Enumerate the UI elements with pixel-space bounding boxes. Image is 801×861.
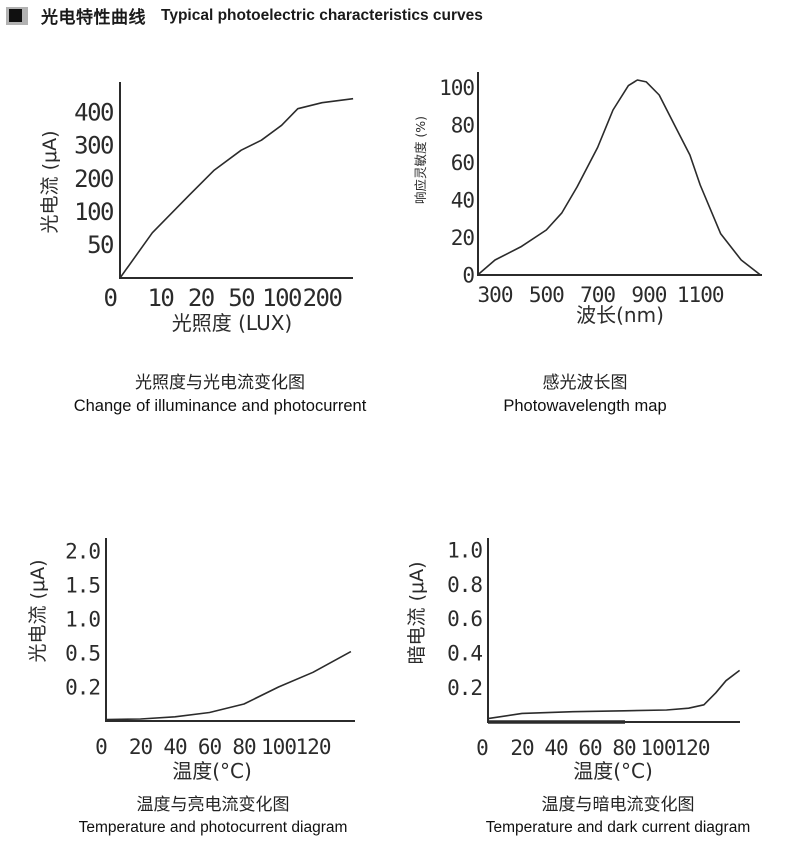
bullet-square — [9, 9, 22, 22]
x-tick-label: 100 — [261, 735, 296, 759]
caption-illuminance-photocurrent: 光照度与光电流变化图 Change of illuminance and pho… — [20, 373, 420, 416]
chart-spectral-response: 0 20 40 60 80 100 300 500 700 900 1100 响应灵敏度 (%) 波长(… — [398, 50, 788, 355]
y-tick-label: 200 — [74, 165, 113, 193]
section-title-en: Typical photoelectric characteristics cu… — [161, 6, 483, 24]
y-axis-label: 光电流 (μA) — [27, 560, 49, 663]
caption-en: Temperature and photocurrent diagram — [78, 819, 348, 836]
x-tick-labels: 0 20 40 60 80 100 120 — [95, 735, 332, 759]
y-tick-label: 100 — [439, 76, 474, 100]
x-tick-label: 120 — [675, 736, 710, 760]
caption-en: Change of illuminance and photocurrent — [73, 397, 367, 415]
axis-lines — [119, 82, 353, 279]
y-tick-label: 0.2 — [65, 675, 100, 699]
x-axis-label: 波长(nm) — [576, 303, 664, 327]
y-tick-label: 40 — [451, 188, 475, 212]
x-tick-label: 200 — [303, 284, 342, 312]
y-tick-label: 400 — [74, 98, 113, 126]
x-tick-label: 20 — [510, 736, 534, 760]
x-tick-label: 100 — [641, 736, 676, 760]
chart-spectral-response-svg: 0 20 40 60 80 100 300 500 700 900 1100 响应灵敏度 (%) 波长(… — [413, 72, 762, 327]
black-square-bullet-icon — [6, 6, 28, 25]
x-tick-label: 40 — [163, 735, 187, 759]
chart-temperature-darkcurrent-svg: 0.2 0.4 0.6 0.8 1.0 0 20 40 60 80 100 120 暗电流 (μA) 温度… — [406, 538, 741, 783]
data-curve — [477, 79, 761, 276]
axis-lines — [477, 72, 762, 276]
y-tick-label: 0.5 — [65, 641, 100, 665]
axis-lines — [105, 538, 355, 722]
x-tick-label: 1100 — [677, 283, 724, 307]
y-tick-labels: 0.2 0.4 0.6 0.8 1.0 — [447, 538, 483, 700]
y-tick-label: 0.6 — [447, 607, 482, 631]
caption-zh: 感光波长图 — [542, 373, 628, 393]
y-axis-label: 暗电流 (μA) — [406, 562, 428, 665]
caption-en: Photowavelength map — [503, 397, 667, 415]
caption-zh: 温度与亮电流变化图 — [136, 795, 290, 815]
y-tick-labels: 0 20 40 60 80 100 — [439, 76, 475, 288]
x-tick-labels: 300 500 700 900 1100 — [478, 283, 725, 307]
x-tick-label: 0 — [95, 735, 107, 759]
x-tick-label: 20 — [129, 735, 153, 759]
chart-illuminance-photocurrent: 50 100 200 300 400 0 10 20 50 100 200 光电流 (μA) 光照度 (… — [10, 52, 395, 357]
y-tick-label: 50 — [87, 231, 113, 259]
y-tick-label: 300 — [74, 132, 113, 160]
y-tick-label: 0.2 — [447, 676, 482, 700]
x-axis-label: 温度(°C) — [573, 759, 653, 783]
y-tick-label: 20 — [451, 226, 475, 250]
x-tick-label: 20 — [188, 284, 214, 312]
axis-lines — [487, 538, 740, 723]
caption-temperature-photocurrent: 温度与亮电流变化图 Temperature and photocurrent d… — [13, 795, 413, 838]
y-axis-label: 光电流 (μA) — [39, 131, 61, 234]
x-tick-label: 10 — [147, 284, 173, 312]
x-tick-label: 50 — [228, 284, 254, 312]
x-tick-label: 40 — [544, 736, 568, 760]
caption-zh: 光照度与光电流变化图 — [135, 373, 305, 393]
x-tick-label: 700 — [580, 283, 615, 307]
x-tick-label: 60 — [198, 735, 222, 759]
y-tick-label: 80 — [451, 113, 475, 137]
x-tick-labels: 0 20 40 60 80 100 120 — [476, 736, 711, 760]
data-curve — [487, 669, 741, 720]
x-tick-label: 900 — [631, 283, 666, 307]
y-tick-labels: 50 100 200 300 400 — [74, 98, 114, 259]
data-curve — [105, 650, 352, 721]
x-tick-labels: 0 10 20 50 100 200 — [104, 284, 343, 312]
x-tick-label: 0 — [104, 284, 117, 312]
y-tick-label: 1.0 — [65, 607, 100, 631]
y-tick-label: 0.8 — [447, 573, 482, 597]
y-axis-label: 响应灵敏度 (%) — [413, 116, 428, 204]
y-tick-label: 1.5 — [65, 573, 100, 597]
x-axis-label: 温度(°C) — [172, 759, 252, 783]
x-tick-label: 80 — [232, 735, 256, 759]
x-axis-label: 光照度 (LUX) — [172, 311, 292, 335]
chart-temperature-darkcurrent: 0.2 0.4 0.6 0.8 1.0 0 20 40 60 80 100 120 暗电流 (μA) 温度… — [395, 518, 795, 793]
x-tick-label: 0 — [476, 736, 488, 760]
caption-temperature-darkcurrent: 温度与暗电流变化图 Temperature and dark current d… — [418, 795, 801, 838]
x-tick-label: 60 — [578, 736, 602, 760]
chart-temperature-photocurrent-svg: 0.2 0.5 1.0 1.5 2.0 0 20 40 60 80 100 120 光电流 (μA) 温度… — [27, 538, 355, 783]
chart-temperature-photocurrent: 0.2 0.5 1.0 1.5 2.0 0 20 40 60 80 100 120 光电流 (μA) 温度… — [10, 518, 390, 793]
x-tick-label: 80 — [612, 736, 636, 760]
caption-zh: 温度与暗电流变化图 — [541, 795, 695, 815]
y-tick-label: 1.0 — [447, 538, 482, 562]
y-tick-label: 2.0 — [65, 539, 100, 563]
x-tick-label: 500 — [529, 283, 564, 307]
x-tick-label: 300 — [478, 283, 513, 307]
y-tick-labels: 0.2 0.5 1.0 1.5 2.0 — [65, 539, 101, 699]
section-header: 光电特性曲线 Typical photoelectric characteris… — [6, 3, 483, 28]
data-curve — [119, 97, 354, 279]
caption-en: Temperature and dark current diagram — [485, 819, 751, 836]
y-tick-label: 0 — [462, 263, 474, 287]
caption-spectral-response: 感光波长图 Photowavelength map — [385, 373, 785, 416]
x-tick-label: 120 — [296, 735, 331, 759]
section-title-zh: 光电特性曲线 — [41, 8, 146, 28]
y-tick-label: 60 — [451, 151, 475, 175]
x-tick-label: 100 — [262, 284, 301, 312]
y-tick-label: 0.4 — [447, 642, 482, 666]
y-tick-label: 100 — [74, 198, 113, 226]
